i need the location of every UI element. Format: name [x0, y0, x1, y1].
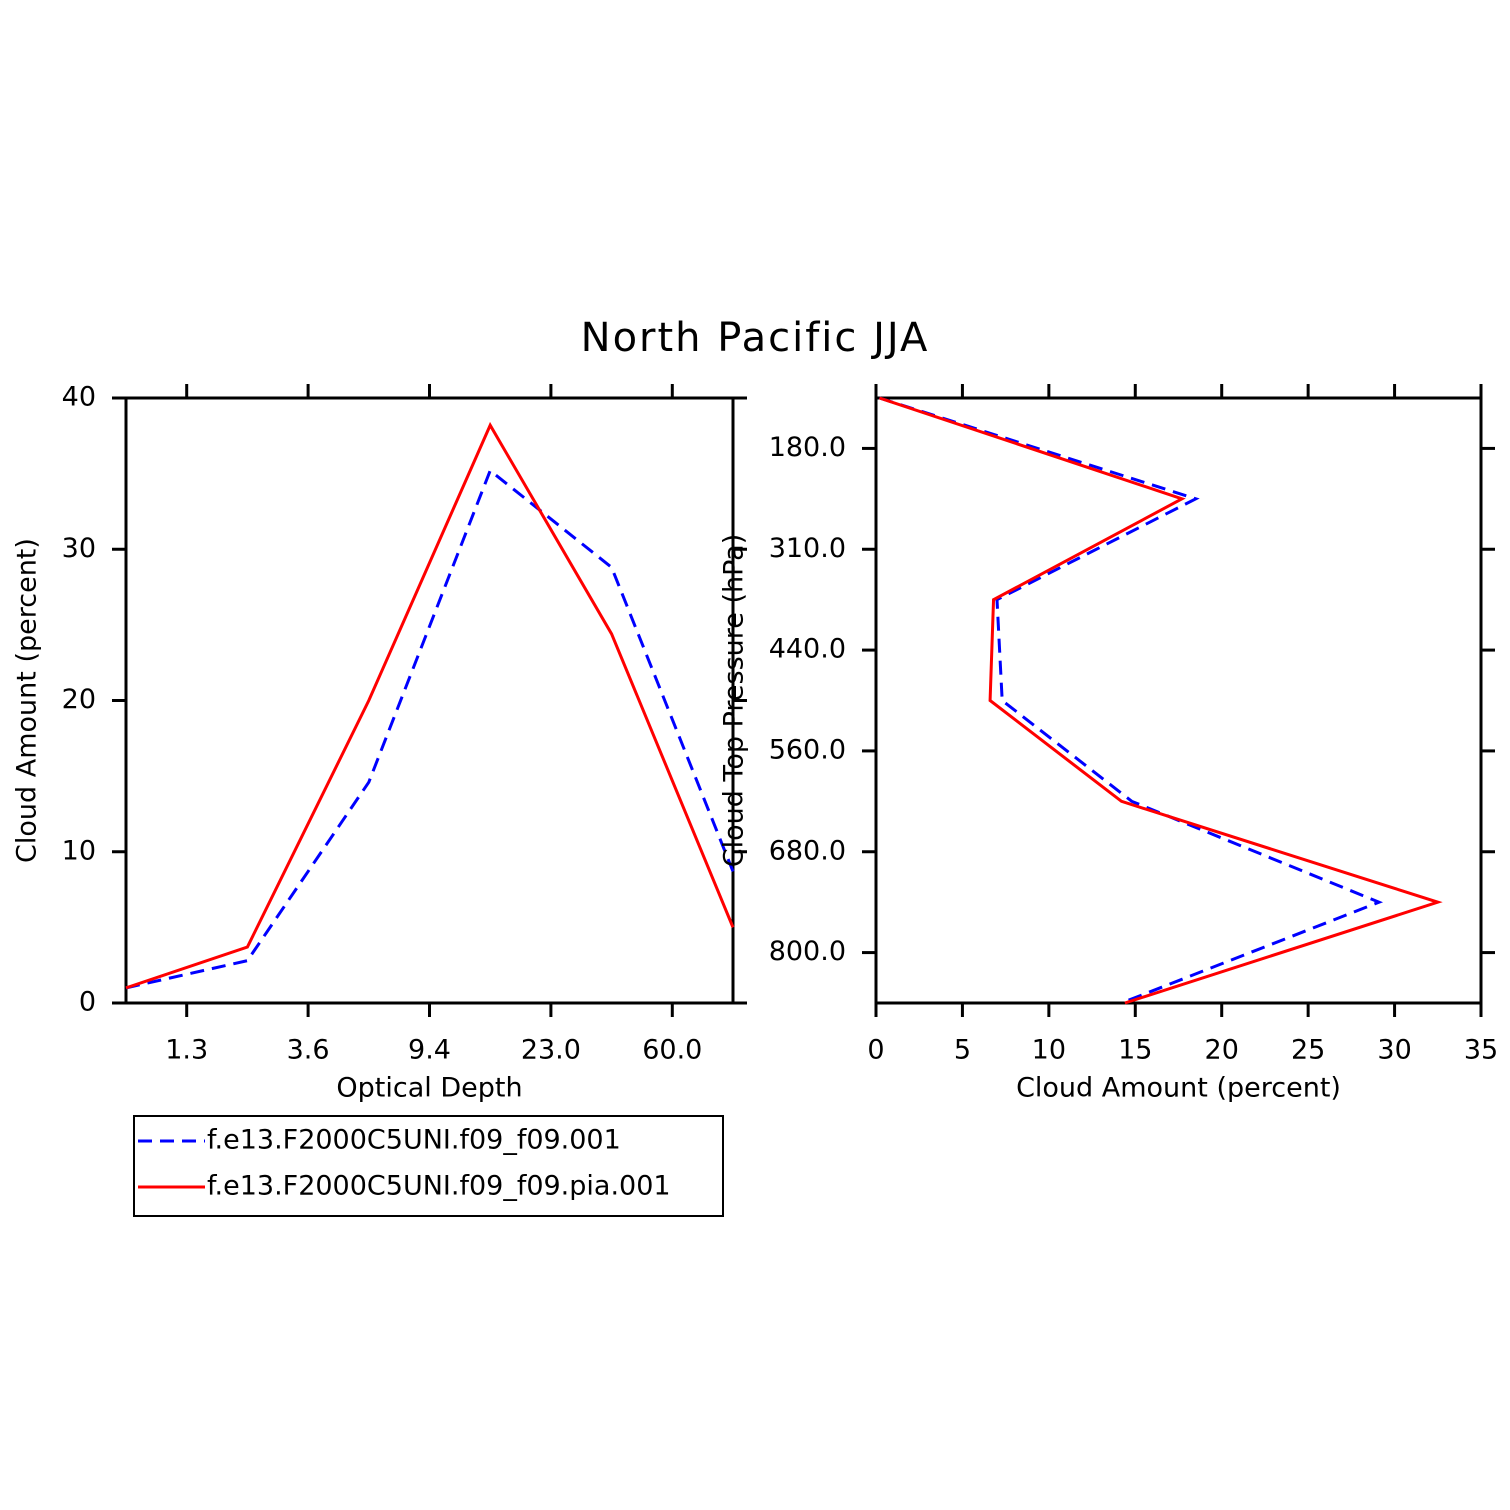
y-tick-label: 0: [79, 987, 96, 1018]
data-line: [879, 396, 1384, 1005]
x-tick-label: 10: [1032, 1035, 1066, 1066]
y-axis-label: Cloud Amount (percent): [12, 538, 43, 863]
x-tick-label: 60.0: [642, 1035, 702, 1066]
x-tick-label: 25: [1291, 1035, 1325, 1066]
y-tick-label: 800.0: [769, 936, 846, 967]
x-tick-label: 0: [867, 1035, 884, 1066]
y-tick-label: 180.0: [769, 432, 846, 463]
plot-frame: [874, 396, 1483, 1005]
data-line: [878, 396, 1443, 1005]
x-tick-label: 30: [1377, 1035, 1411, 1066]
y-tick-label: 560.0: [769, 734, 846, 765]
y-tick-label: 40: [62, 382, 96, 413]
x-tick-label: 5: [954, 1035, 971, 1066]
y-tick-label: 30: [62, 533, 96, 564]
data-line: [125, 421, 735, 990]
x-tick-label: 1.3: [165, 1035, 208, 1066]
y-axis-label: Cloud Top Pressure (hPa): [719, 534, 750, 868]
legend-box: [133, 1115, 724, 1217]
x-tick-label: 23.0: [521, 1035, 581, 1066]
legend-label: f.e13.F2000C5UNI.f09_f09.pia.001: [207, 1171, 671, 1202]
plot-frame: [124, 396, 735, 1005]
y-tick-label: 20: [62, 684, 96, 715]
x-tick-label: 15: [1118, 1035, 1152, 1066]
x-axis-label: Cloud Amount (percent): [1016, 1073, 1341, 1104]
y-tick-label: 10: [62, 835, 96, 866]
x-axis-label: Optical Depth: [336, 1073, 522, 1104]
chart-title: North Pacific JJA: [581, 315, 930, 361]
x-tick-label: 3.6: [287, 1035, 330, 1066]
x-tick-label: 9.4: [408, 1035, 451, 1066]
y-tick-label: 680.0: [769, 835, 846, 866]
data-line: [125, 468, 735, 990]
legend-label: f.e13.F2000C5UNI.f09_f09.001: [207, 1125, 621, 1156]
x-tick-label: 35: [1464, 1035, 1498, 1066]
y-tick-label: 310.0: [769, 533, 846, 564]
x-tick-label: 20: [1205, 1035, 1239, 1066]
y-tick-label: 440.0: [769, 634, 846, 665]
